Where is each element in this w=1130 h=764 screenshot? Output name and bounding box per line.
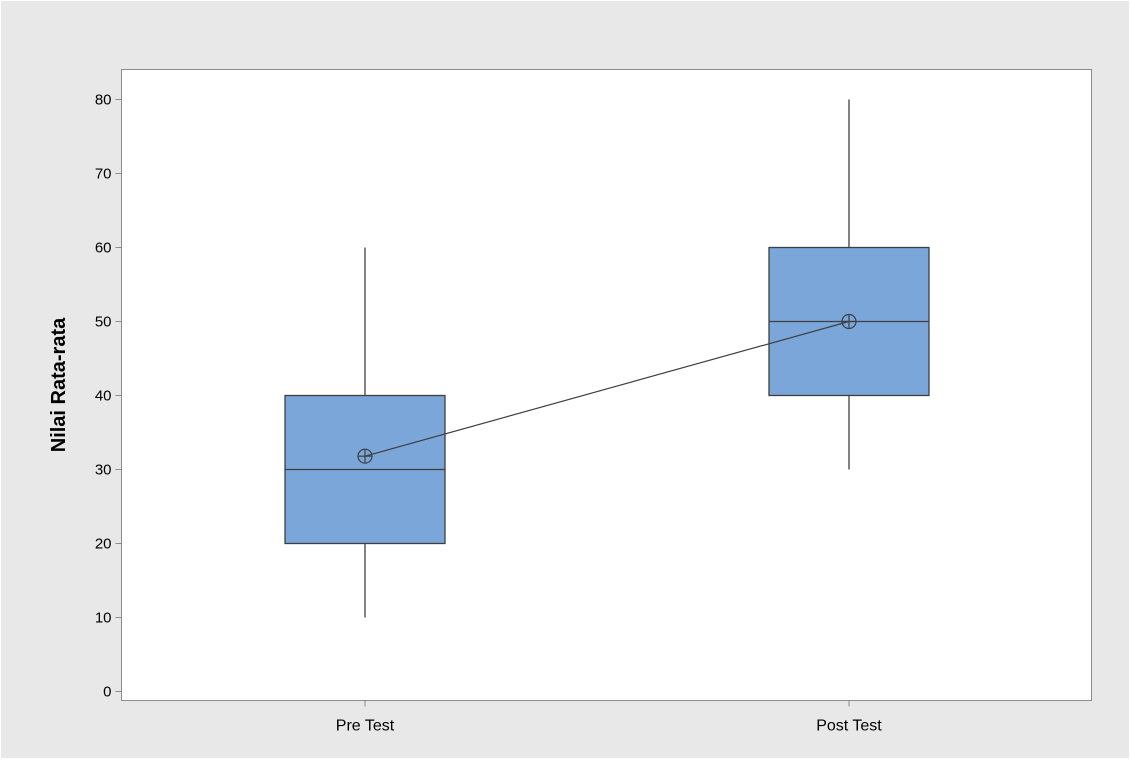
y-tick-label: 30 bbox=[95, 462, 112, 479]
y-tick-label: 40 bbox=[95, 388, 112, 405]
x-tick-label: Pre Test bbox=[336, 718, 395, 735]
box-series bbox=[284, 99, 930, 618]
mean-connect-line bbox=[364, 320, 850, 457]
plot-area bbox=[121, 69, 1092, 701]
y-tick-label: 20 bbox=[95, 536, 112, 553]
y-tick-label: 50 bbox=[95, 314, 112, 331]
y-tick-label: 10 bbox=[95, 610, 112, 627]
y-tick-label: 60 bbox=[95, 240, 112, 257]
mean-markers bbox=[357, 313, 857, 464]
x-axis: Pre Test Post Test bbox=[336, 700, 882, 735]
y-tick-label: 80 bbox=[95, 92, 112, 109]
y-tick-label: 0 bbox=[103, 684, 111, 701]
box-pre-test bbox=[284, 247, 446, 618]
mean-symbol bbox=[357, 448, 373, 464]
y-tick-label: 70 bbox=[95, 166, 112, 183]
y-axis: 0 10 20 30 40 50 60 70 80 bbox=[95, 92, 122, 701]
x-tick-label: Post Test bbox=[816, 718, 882, 735]
mean-symbol bbox=[841, 313, 857, 330]
y-axis-title: Nilai Rata-rata bbox=[48, 317, 70, 452]
